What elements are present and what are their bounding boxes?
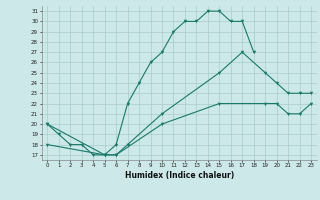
X-axis label: Humidex (Indice chaleur): Humidex (Indice chaleur) (124, 171, 234, 180)
